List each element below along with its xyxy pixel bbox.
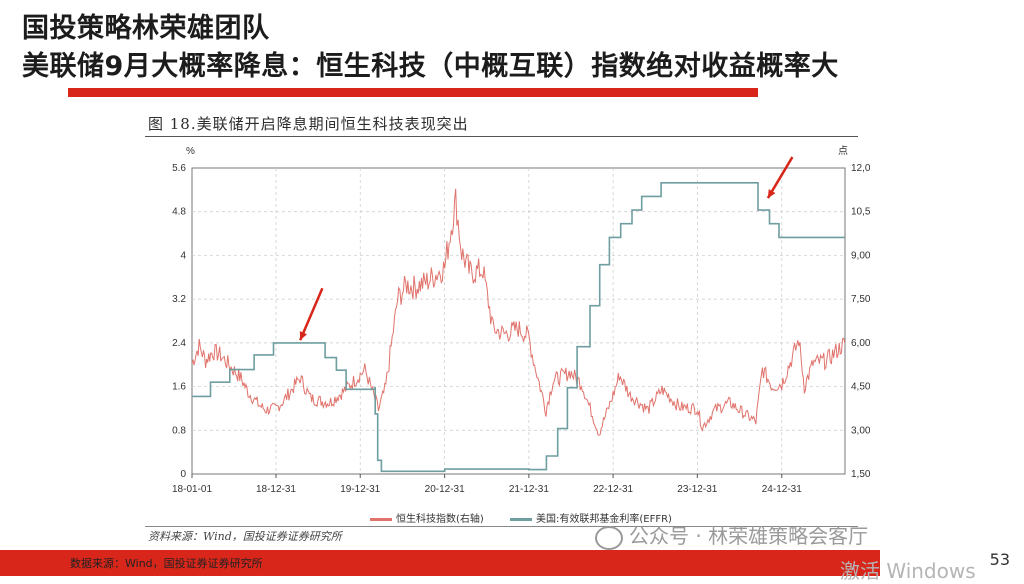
left-tick-label: 4.8 — [172, 207, 186, 218]
left-tick-label: 0.8 — [172, 425, 186, 436]
right-axis-ticks: 1,500 3,000 4,500 6,000 7,500 9,000 10,500 12,0… — [851, 163, 870, 480]
right-tick-label: 4,500 — [851, 382, 870, 393]
right-tick-label: 12,000 — [851, 163, 870, 174]
series-layer — [191, 182, 846, 473]
arrow-2024-cuts-head — [767, 189, 776, 199]
wechat-icon — [595, 525, 623, 550]
legend-swatch-effr — [510, 517, 532, 521]
right-tick-label: 10,500 — [851, 207, 870, 218]
left-axis-ticks: 0 0.8 1.6 2.4 3.2 4 4.8 5.6 — [172, 163, 186, 480]
figure-source: 资料来源：Wind，国投证券证券研究所 — [148, 530, 342, 543]
plot-frame — [191, 167, 846, 475]
left-tick-label: 1.6 — [172, 382, 186, 393]
annotation-arrows — [299, 156, 794, 341]
footer-source: 数据来源：Wind，国投证券证券研究所 — [70, 557, 263, 570]
x-tick-label: 22-12-31 — [593, 484, 633, 495]
source-rule — [145, 526, 858, 527]
wechat-watermark-text: 公众号 · 林荣雄策略会客厅 — [629, 524, 869, 548]
arrow-2019-cuts-head — [299, 331, 307, 341]
x-tick-label: 19-12-31 — [340, 484, 380, 495]
series-line-effr — [192, 182, 845, 473]
legend-label-effr: 美国:有效联邦基金利率(EFFR) — [536, 514, 672, 525]
left-axis-unit: % — [186, 146, 195, 157]
slide-title-team: 国投策略林荣雄团队 — [22, 13, 270, 44]
x-tick-label: 23-12-31 — [677, 484, 717, 495]
footer-bar — [0, 550, 880, 576]
figure-title-rule — [145, 136, 858, 137]
series-line-hstech — [191, 188, 846, 436]
figure-title: 图 18.美联储开启降息期间恒生科技表现突出 — [148, 115, 469, 133]
x-tick-label: 21-12-31 — [509, 484, 549, 495]
slide-title-headline: 美联储9月大概率降息：恒生科技（中概互联）指数绝对收益概率大 — [22, 51, 839, 82]
legend-swatch-hstech — [370, 517, 392, 521]
left-tick-label: 0 — [180, 469, 186, 480]
x-tick-label: 20-12-31 — [425, 484, 465, 495]
right-tick-label: 6,000 — [851, 338, 870, 349]
page-number: 53 — [989, 550, 1010, 569]
right-tick-label: 7,500 — [851, 294, 870, 305]
right-tick-label: 1,500 — [851, 469, 870, 480]
chart-grid — [191, 167, 846, 475]
dual-axis-line-chart: 0 0.8 1.6 2.4 3.2 4 4.8 5.6 1,500 3,000 4,500 6,00… — [172, 145, 870, 495]
legend-item-effr: 美国:有效联邦基金利率(EFFR) — [510, 510, 672, 525]
x-axis-ticks: 18-01-01 18-12-31 19-12-31 20-12-31 21-12-31… — [172, 474, 802, 495]
right-axis-unit: 点 — [838, 145, 848, 157]
left-tick-label: 5.6 — [172, 163, 186, 174]
left-tick-label: 3.2 — [172, 294, 186, 305]
x-tick-label: 24-12-31 — [762, 484, 802, 495]
arrow-2024-cuts — [766, 156, 794, 199]
arrow-2019-cuts — [299, 287, 324, 341]
left-tick-label: 4 — [180, 250, 186, 261]
left-tick-label: 2.4 — [172, 338, 186, 349]
right-tick-label: 9,000 — [851, 250, 870, 261]
x-tick-label: 18-12-31 — [256, 484, 296, 495]
arrow-2019-cuts-shaft — [299, 287, 324, 341]
wechat-watermark: 公众号 · 林荣雄策略会客厅 — [595, 520, 868, 550]
title-underline-bar — [68, 88, 758, 97]
legend-label-hstech: 恒生科技指数(右轴) — [396, 514, 484, 525]
right-tick-label: 3,000 — [851, 425, 870, 436]
windows-activation-watermark: 激活 Windows — [840, 559, 976, 583]
x-tick-label: 18-01-01 — [172, 484, 212, 495]
legend-item-hstech: 恒生科技指数(右轴) — [370, 510, 484, 525]
